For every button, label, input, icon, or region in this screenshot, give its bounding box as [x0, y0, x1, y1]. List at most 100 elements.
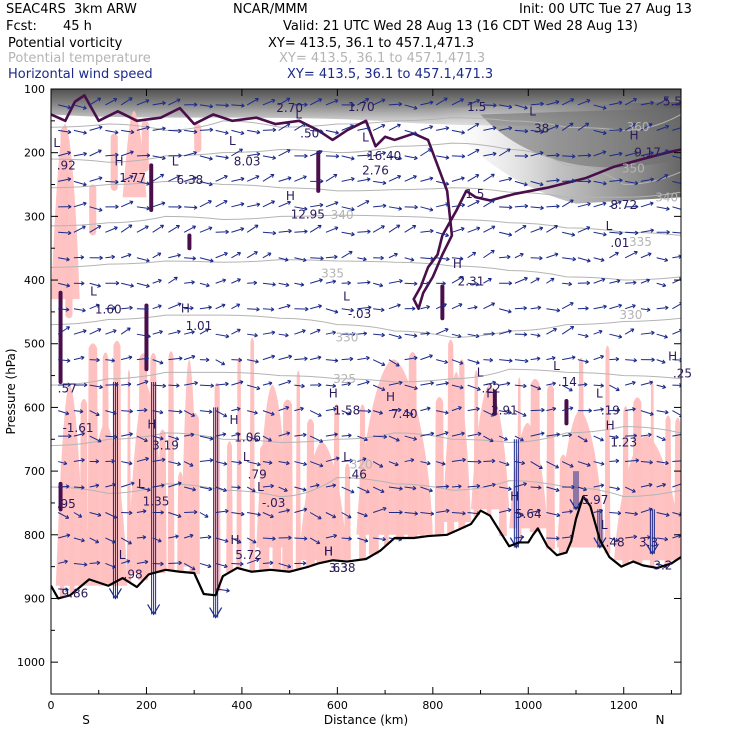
wind-vector	[656, 257, 669, 263]
wind-vector	[577, 202, 591, 208]
wind-vector	[89, 410, 100, 417]
wind-vector	[105, 179, 119, 185]
wind-vector	[231, 227, 245, 233]
wind-vector	[309, 149, 323, 157]
wind-vector	[577, 99, 591, 106]
wind-vector	[373, 536, 386, 542]
pv-fill-region	[55, 384, 85, 586]
extremum-label: L	[606, 219, 613, 233]
pv-fill-streak	[226, 441, 233, 573]
wind-vector	[577, 226, 591, 233]
wind-vector	[294, 257, 307, 263]
valid-time: Valid: 21 UTC Wed 28 Aug 13 (16 CDT Wed …	[283, 19, 638, 34]
wind-vector	[404, 155, 418, 161]
wind-vector	[420, 148, 432, 157]
wind-vector	[420, 431, 435, 437]
pv-fill-streak	[167, 351, 175, 571]
wind-vector	[561, 302, 574, 310]
init-time: Init: 00 UTC Tue 27 Aug 13	[519, 2, 692, 17]
wind-vector	[310, 256, 324, 261]
extremum-label: L	[596, 386, 603, 400]
wind-vector	[561, 384, 573, 392]
wind-vector	[388, 206, 403, 211]
wind-vector	[609, 303, 623, 310]
pv-fill-region	[356, 359, 433, 535]
wind-vector	[420, 331, 430, 336]
wind-vector	[530, 205, 544, 211]
wind-vector	[640, 482, 653, 488]
wind-vector	[231, 485, 241, 490]
wind-vector	[467, 359, 480, 365]
wind-vector	[404, 511, 419, 516]
extremum-label: H	[324, 544, 333, 558]
wind-vector	[530, 384, 542, 391]
wind-vector	[136, 180, 150, 186]
wind-vector	[593, 150, 607, 157]
wind-shaft-head	[645, 543, 659, 556]
wind-vector	[373, 332, 386, 338]
wind-vector	[499, 104, 513, 110]
wind-vector	[373, 255, 384, 261]
wind-vector	[467, 148, 480, 157]
wind-vector	[89, 435, 102, 443]
wind-vector	[562, 355, 576, 361]
extremum-label: L	[601, 518, 608, 532]
wind-vector	[310, 355, 322, 361]
wind-vector	[514, 305, 528, 311]
wind-vector	[183, 563, 196, 571]
wind-vector	[247, 307, 260, 312]
wind-vector	[451, 431, 465, 437]
wind-vector	[73, 431, 86, 437]
wind-vector	[593, 461, 605, 466]
wind-vector	[561, 325, 575, 335]
wind-vector	[656, 536, 669, 542]
wind-vector	[357, 537, 369, 543]
extremum-label: L	[477, 365, 484, 379]
wind-vector	[199, 383, 215, 388]
wind-vector	[546, 381, 557, 386]
wind-vector	[546, 327, 557, 335]
wind-vector	[136, 225, 149, 233]
wind-vector	[294, 123, 306, 131]
wind-vector	[246, 486, 256, 493]
wind-vector	[577, 257, 591, 263]
wind-vector	[184, 205, 198, 210]
wind-vector	[357, 280, 371, 285]
wind-vector	[246, 558, 260, 564]
wind-vector	[593, 435, 604, 442]
wind-vector	[73, 201, 87, 208]
wind-vector	[89, 560, 101, 566]
wind-vector	[247, 280, 258, 286]
wind-vector	[231, 303, 241, 310]
wind-vector	[530, 101, 544, 107]
wind-vector	[672, 433, 681, 437]
wind-vector	[58, 382, 71, 387]
wind-vector	[105, 204, 119, 209]
wind-vector	[625, 511, 638, 517]
extremum-label: .98	[124, 567, 143, 581]
wind-vector	[294, 153, 308, 159]
wind-vector	[231, 202, 245, 208]
wind-vector	[672, 410, 681, 418]
wind-vector	[420, 511, 435, 516]
wind-vector	[152, 155, 166, 161]
wind-vector	[105, 129, 119, 135]
wind-vector	[577, 179, 592, 184]
wind-vector	[420, 486, 433, 493]
theta-label: 330	[619, 308, 642, 322]
wind-vector	[514, 358, 529, 364]
wind-vector	[483, 331, 495, 337]
wind-vector	[199, 435, 214, 441]
wind-vector	[152, 457, 166, 463]
wind-vector	[262, 127, 277, 133]
y-tick-label: 500	[24, 338, 45, 351]
wind-vector	[152, 329, 163, 335]
wind-vector	[294, 229, 308, 234]
extremum-label: .57	[58, 381, 77, 395]
wind-vector	[672, 460, 681, 463]
wind-vector	[73, 562, 88, 567]
wind-vector	[357, 380, 370, 386]
wind-vector	[546, 486, 560, 493]
wind-vector	[672, 302, 681, 310]
wind-vector	[105, 358, 116, 363]
